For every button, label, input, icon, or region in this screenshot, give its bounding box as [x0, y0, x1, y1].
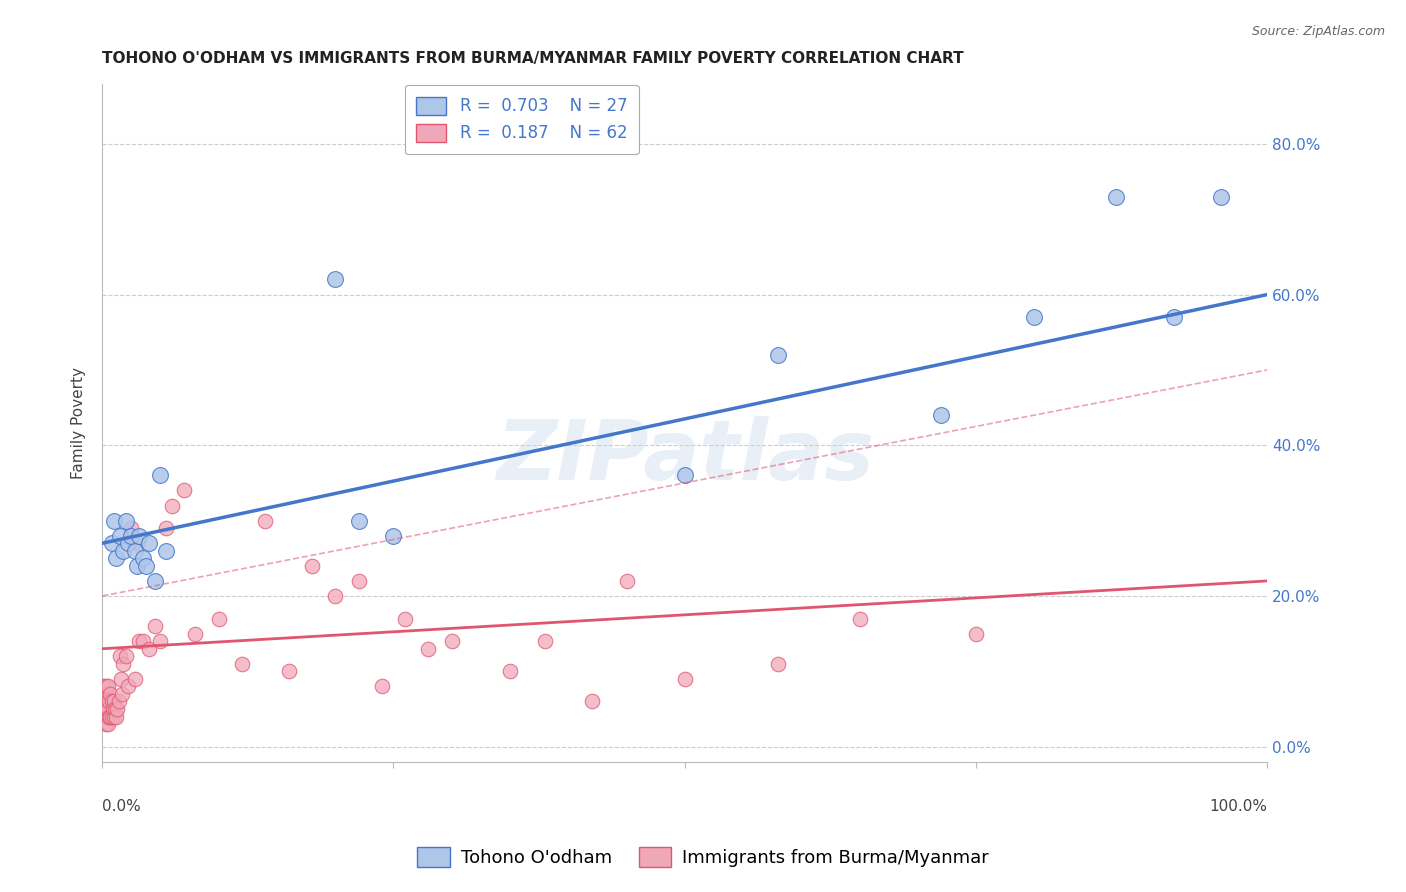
Point: [127, 558, 149, 573]
Point: [100, 536, 122, 550]
Point: [160, 499, 183, 513]
Point: [581, 694, 603, 708]
Point: [132, 551, 155, 566]
Point: [105, 702, 128, 716]
Point: [440, 634, 463, 648]
Point: [965, 626, 987, 640]
Point: [149, 468, 172, 483]
Point: [120, 521, 142, 535]
Point: [105, 551, 128, 566]
Point: [93, 709, 115, 723]
Legend: Tohono O'odham, Immigrants from Burma/Myanmar: Tohono O'odham, Immigrants from Burma/My…: [411, 839, 995, 874]
Point: [138, 536, 160, 550]
Point: [1163, 310, 1185, 325]
Y-axis label: Family Poverty: Family Poverty: [72, 367, 86, 479]
Point: [97, 680, 120, 694]
Text: ZIPatlas: ZIPatlas: [496, 416, 873, 497]
Point: [105, 709, 128, 723]
Text: Source: ZipAtlas.com: Source: ZipAtlas.com: [1251, 25, 1385, 38]
Point: [499, 665, 522, 679]
Point: [117, 536, 139, 550]
Point: [149, 634, 172, 648]
Point: [100, 694, 122, 708]
Point: [100, 709, 122, 723]
Point: [1105, 189, 1128, 203]
Point: [323, 272, 346, 286]
Point: [103, 694, 125, 708]
Point: [208, 611, 231, 625]
Point: [108, 649, 131, 664]
Point: [766, 657, 789, 671]
Point: [143, 574, 166, 588]
Point: [97, 717, 120, 731]
Point: [138, 641, 160, 656]
Point: [93, 687, 115, 701]
Point: [93, 680, 115, 694]
Point: [96, 694, 118, 708]
Point: [114, 649, 136, 664]
Point: [128, 634, 150, 648]
Point: [104, 702, 127, 716]
Point: [94, 717, 117, 731]
Point: [103, 709, 125, 723]
Point: [1024, 310, 1046, 325]
Point: [108, 529, 131, 543]
Point: [277, 665, 299, 679]
Point: [394, 611, 416, 625]
Point: [110, 672, 132, 686]
Point: [98, 694, 121, 708]
Point: [96, 709, 118, 723]
Point: [1209, 189, 1232, 203]
Point: [347, 574, 370, 588]
Point: [124, 543, 146, 558]
Point: [98, 709, 121, 723]
Point: [848, 611, 870, 625]
Point: [98, 709, 121, 723]
Point: [673, 672, 696, 686]
Point: [98, 687, 121, 701]
Point: [94, 680, 117, 694]
Point: [128, 529, 150, 543]
Point: [184, 626, 207, 640]
Point: [101, 702, 124, 716]
Text: 0.0%: 0.0%: [103, 799, 141, 814]
Point: [929, 408, 952, 422]
Point: [135, 558, 157, 573]
Point: [534, 634, 557, 648]
Point: [382, 529, 405, 543]
Point: [301, 558, 323, 573]
Point: [114, 514, 136, 528]
Point: [103, 514, 125, 528]
Legend: R =  0.703    N = 27, R =  0.187    N = 62: R = 0.703 N = 27, R = 0.187 N = 62: [405, 85, 638, 154]
Point: [143, 619, 166, 633]
Point: [111, 687, 134, 701]
Point: [323, 589, 346, 603]
Point: [112, 543, 135, 558]
Point: [93, 702, 115, 716]
Point: [132, 634, 155, 648]
Point: [347, 514, 370, 528]
Point: [766, 348, 789, 362]
Point: [173, 483, 195, 498]
Text: 100.0%: 100.0%: [1209, 799, 1267, 814]
Point: [371, 680, 394, 694]
Point: [107, 694, 129, 708]
Point: [112, 657, 135, 671]
Point: [127, 536, 149, 550]
Point: [155, 521, 177, 535]
Text: TOHONO O'ODHAM VS IMMIGRANTS FROM BURMA/MYANMAR FAMILY POVERTY CORRELATION CHART: TOHONO O'ODHAM VS IMMIGRANTS FROM BURMA/…: [103, 51, 965, 66]
Point: [124, 672, 146, 686]
Point: [673, 468, 696, 483]
Point: [418, 641, 440, 656]
Point: [616, 574, 638, 588]
Point: [155, 543, 177, 558]
Point: [117, 680, 139, 694]
Point: [120, 529, 142, 543]
Point: [94, 702, 117, 716]
Point: [97, 702, 120, 716]
Point: [254, 514, 277, 528]
Point: [231, 657, 253, 671]
